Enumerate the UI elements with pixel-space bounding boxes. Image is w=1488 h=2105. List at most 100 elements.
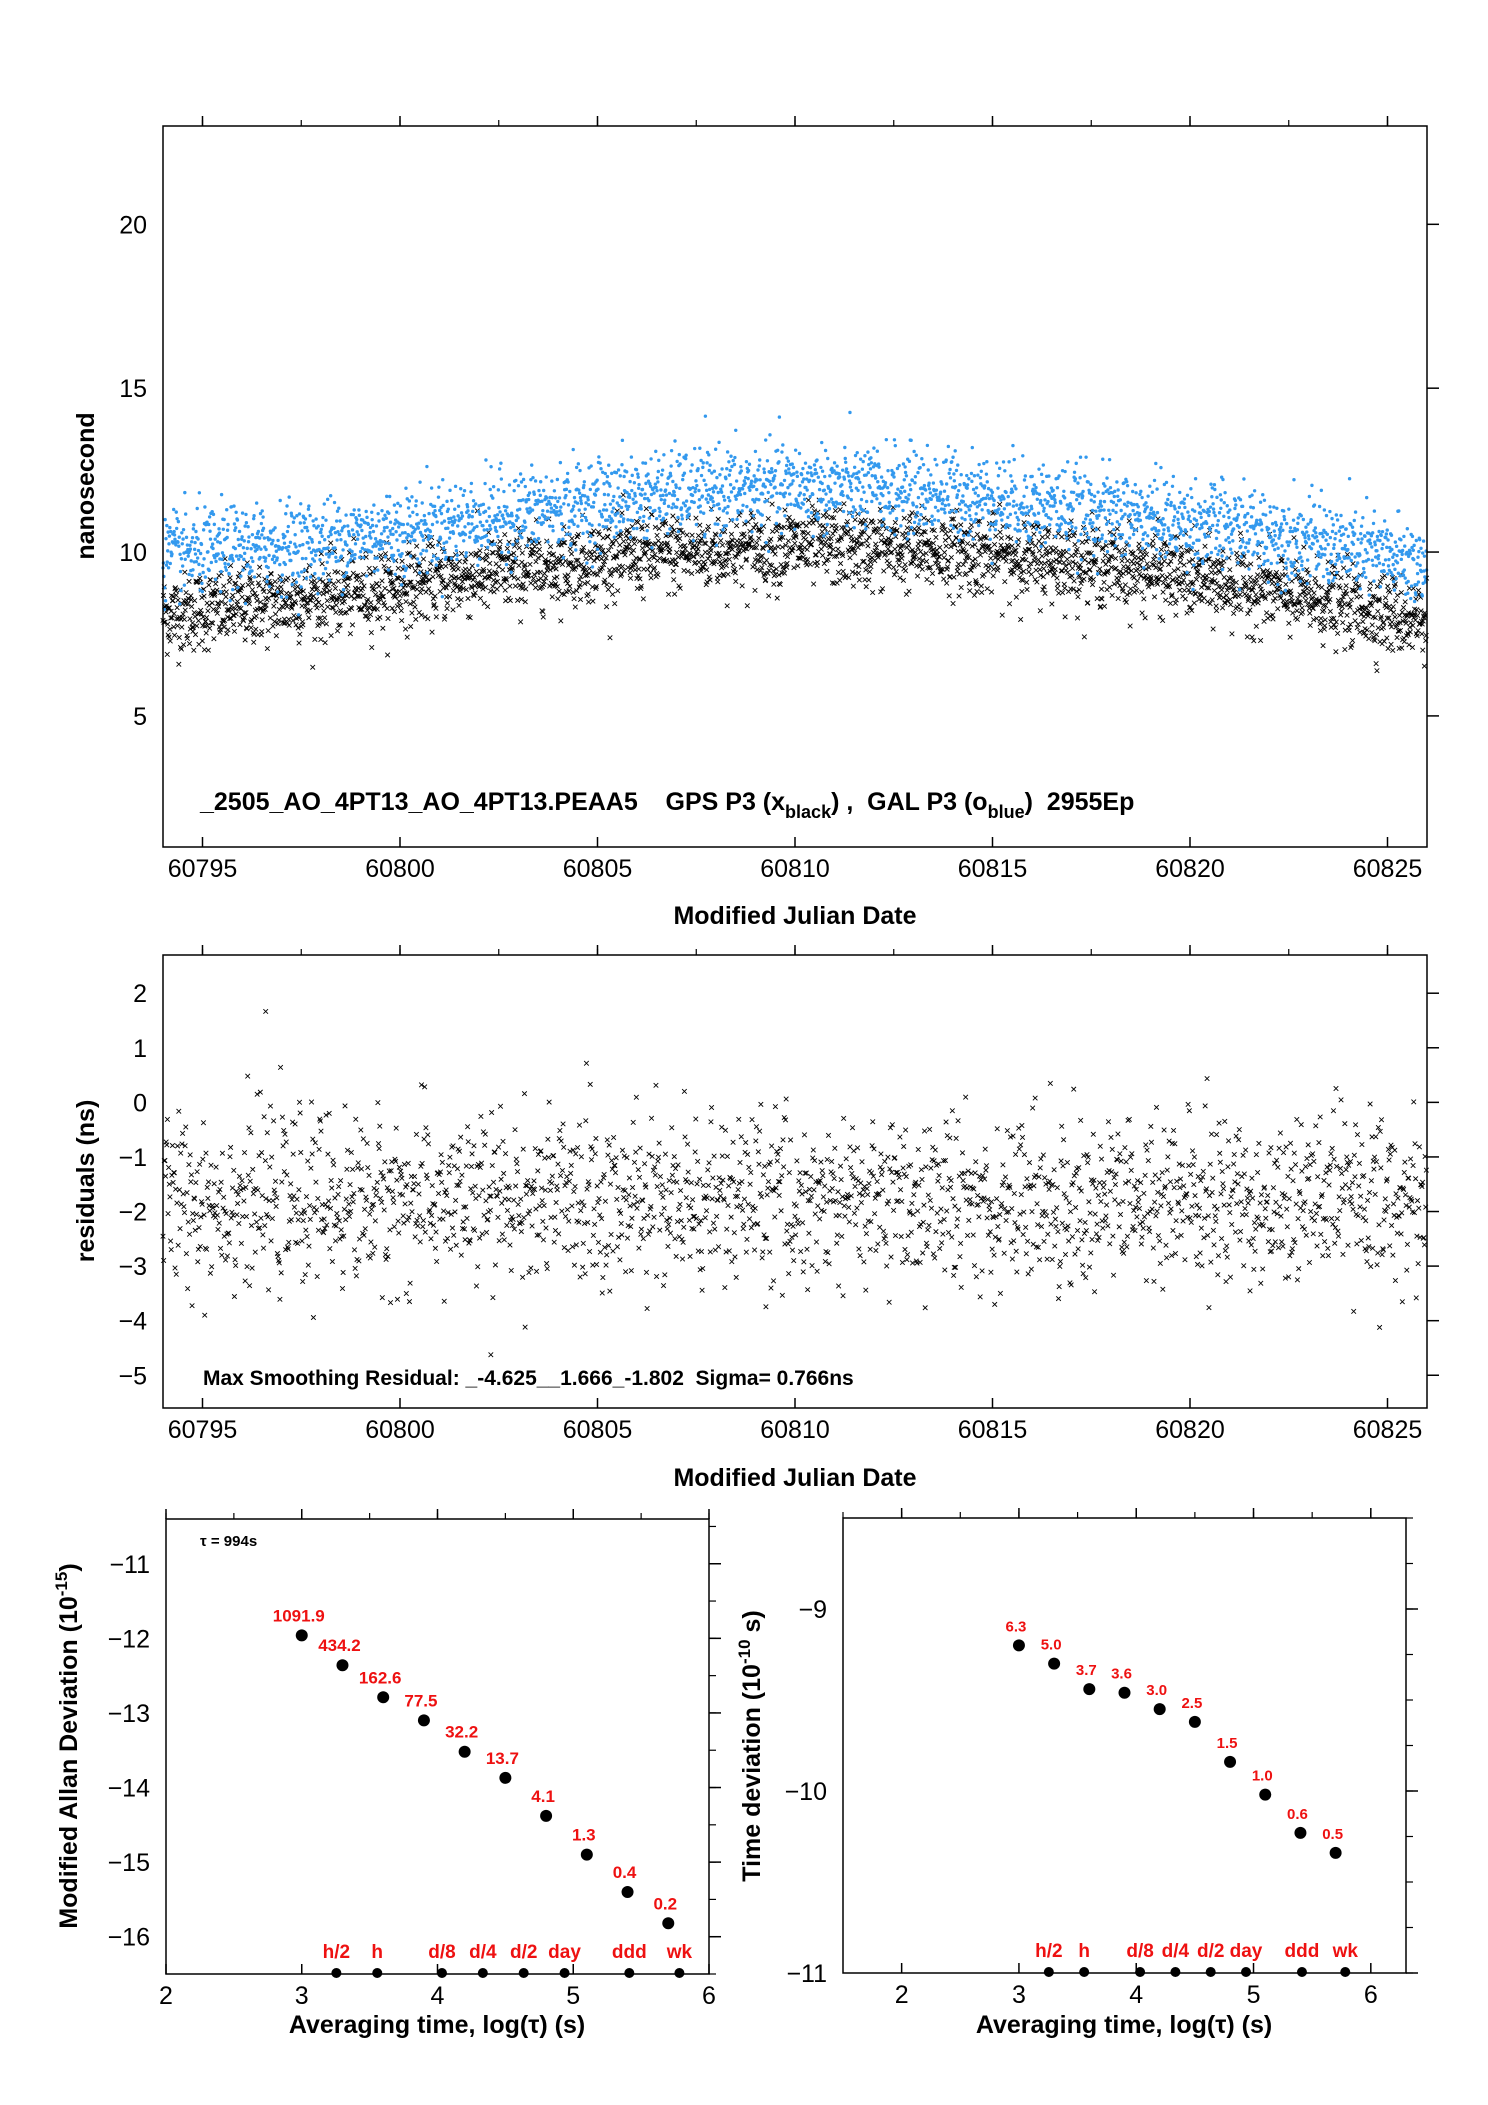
gal-point xyxy=(541,520,545,525)
gal-point xyxy=(698,510,703,514)
gal-point xyxy=(775,510,779,514)
gal-point xyxy=(507,483,512,487)
gal-point xyxy=(716,522,720,527)
gal-point xyxy=(962,482,967,487)
gps-point xyxy=(301,594,308,600)
gps-point xyxy=(367,611,374,618)
gal-point xyxy=(840,468,845,472)
gal-point xyxy=(1003,469,1007,473)
gal-point xyxy=(942,507,946,512)
gal-point xyxy=(240,511,245,515)
gal-point xyxy=(671,502,676,506)
gal-point xyxy=(195,506,199,511)
gal-point xyxy=(970,479,974,484)
gal-point xyxy=(793,527,797,531)
gps-point xyxy=(460,585,466,592)
gal-point xyxy=(977,462,981,467)
gal-point xyxy=(384,541,388,545)
gal-point xyxy=(916,470,920,475)
gal-point xyxy=(328,494,333,498)
gps-point xyxy=(213,607,220,613)
gal-point xyxy=(462,489,467,493)
gps-point xyxy=(320,578,326,585)
gal-point xyxy=(282,541,287,545)
gal-point xyxy=(285,529,290,534)
gps-point xyxy=(209,600,215,606)
gal-point xyxy=(305,529,310,533)
gps-point xyxy=(183,589,189,596)
gps-point xyxy=(208,620,214,626)
gal-point xyxy=(803,461,808,465)
gal-point xyxy=(929,519,934,524)
gal-point xyxy=(371,529,376,534)
gal-point xyxy=(786,485,790,490)
gal-point xyxy=(175,516,179,521)
gal-point xyxy=(617,520,622,524)
gal-point xyxy=(767,479,772,484)
gps-point xyxy=(392,593,398,599)
gal-point xyxy=(333,546,337,550)
gps-point xyxy=(224,631,230,637)
gps-point xyxy=(314,585,321,592)
gal-point xyxy=(532,492,536,496)
gal-point xyxy=(538,493,542,498)
gps-point xyxy=(261,588,267,595)
gal-point xyxy=(483,509,488,514)
gal-point xyxy=(969,471,974,476)
gal-point xyxy=(250,532,255,537)
gal-point xyxy=(196,548,201,553)
gal-point xyxy=(289,558,293,563)
gal-point xyxy=(679,506,684,510)
gps-point xyxy=(384,605,390,612)
gal-point xyxy=(714,543,719,547)
gal-point xyxy=(900,485,905,489)
gal-point xyxy=(332,526,336,530)
gps-point xyxy=(241,614,247,620)
gps-point xyxy=(407,579,413,585)
gal-point xyxy=(1023,523,1027,527)
gps-point xyxy=(363,613,370,619)
gal-point xyxy=(544,496,549,500)
gal-point xyxy=(287,552,292,556)
gal-point xyxy=(319,530,323,535)
gal-point xyxy=(999,498,1003,502)
gal-point xyxy=(642,496,647,501)
gal-point xyxy=(308,513,312,518)
gps-point xyxy=(380,625,386,631)
gps-point xyxy=(226,579,232,585)
gal-point xyxy=(628,535,633,540)
gal-point xyxy=(981,516,985,520)
gal-point xyxy=(527,491,532,495)
gal-point xyxy=(502,489,506,494)
gal-point xyxy=(209,560,214,565)
gal-point xyxy=(183,557,187,561)
gal-point xyxy=(243,601,248,606)
gal-point xyxy=(951,526,956,530)
gal-point xyxy=(441,477,445,482)
gps-point xyxy=(300,622,306,628)
gal-point xyxy=(398,504,403,508)
gps-point xyxy=(230,622,237,628)
gal-point xyxy=(713,447,718,451)
gal-point xyxy=(701,511,706,515)
gal-point xyxy=(920,492,924,496)
gal-point xyxy=(1003,526,1008,530)
gal-point xyxy=(814,471,819,475)
gal-point xyxy=(413,527,418,532)
gal-point xyxy=(415,557,420,561)
gal-point xyxy=(299,585,303,589)
gal-point xyxy=(974,517,978,522)
gps-point xyxy=(368,629,374,636)
gal-point xyxy=(399,583,404,587)
gal-point xyxy=(727,473,732,477)
gal-point xyxy=(647,516,652,520)
gal-point xyxy=(657,506,661,510)
gal-point xyxy=(833,481,837,485)
gal-point xyxy=(996,486,1000,490)
gal-point xyxy=(950,460,954,464)
gal-point xyxy=(349,558,353,562)
gal-point xyxy=(744,459,749,464)
gal-point xyxy=(583,494,587,498)
gal-point xyxy=(635,526,639,531)
gal-point xyxy=(888,511,892,515)
